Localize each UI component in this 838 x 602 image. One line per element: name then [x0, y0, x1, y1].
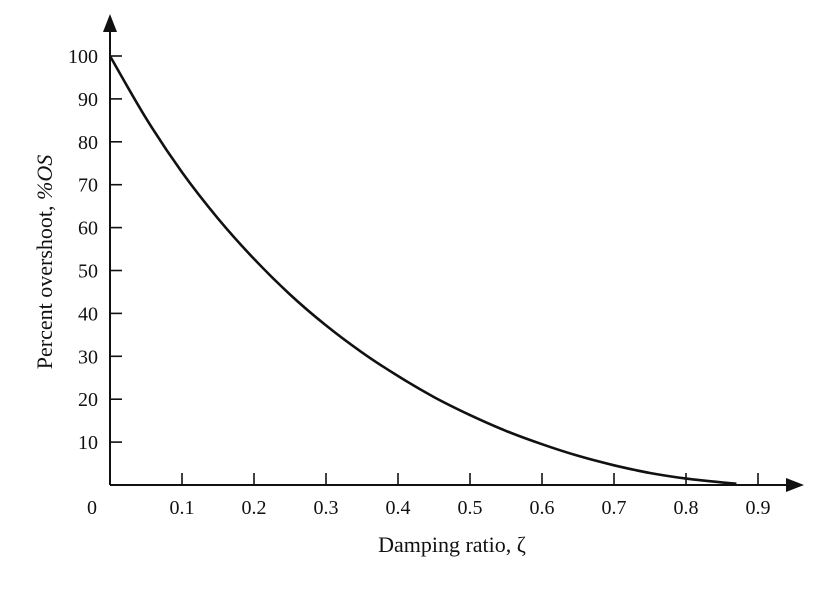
x-axis-arrowhead: [786, 478, 804, 492]
x-tick-label: 0.3: [314, 497, 339, 519]
x-tick-label: 0.6: [530, 497, 555, 519]
y-ticks: 10 20 30 40 50 60 70 80 90 100: [68, 46, 122, 454]
y-tick-label: 20: [78, 389, 98, 411]
x-axis-title: Damping ratio, ζ: [378, 532, 526, 557]
y-tick-label: 80: [78, 132, 98, 154]
y-tick-label: 40: [78, 303, 98, 325]
y-tick-label: 100: [68, 46, 98, 68]
y-tick-label: 90: [78, 89, 98, 111]
y-tick-label: 70: [78, 175, 98, 197]
x-tick-label: 0.2: [242, 497, 267, 519]
x-tick-label: 0.4: [386, 497, 411, 519]
series-line: [108, 55, 737, 485]
x-ticks: 0.1 0.2 0.3 0.4 0.5 0.6 0.7 0.8 0.9: [170, 473, 771, 519]
x-tick-label: 0.9: [746, 497, 771, 519]
y-tick-label: 50: [78, 261, 98, 283]
y-axis-title: Percent overshoot, %OS: [32, 155, 57, 369]
x-tick-label: 0.7: [602, 497, 627, 519]
x-tick-label: 0.5: [458, 497, 483, 519]
y-tick-label: 30: [78, 346, 98, 368]
origin-label: 0: [87, 497, 97, 519]
axes: [103, 14, 804, 492]
y-axis-title-symbol: %OS: [32, 155, 57, 200]
y-tick-label: 60: [78, 218, 98, 240]
y-tick-label: 10: [78, 432, 98, 454]
y-axis-arrowhead: [103, 14, 117, 32]
x-tick-label: 0.1: [170, 497, 195, 519]
y-axis-title-prefix: Percent overshoot,: [32, 200, 57, 369]
x-tick-label: 0.8: [674, 497, 699, 519]
